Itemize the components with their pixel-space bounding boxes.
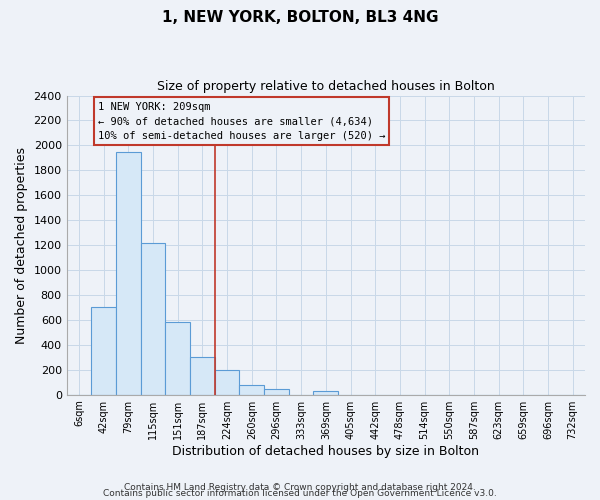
Bar [215, 370, 239, 394]
Text: Contains public sector information licensed under the Open Government Licence v3: Contains public sector information licen… [103, 490, 497, 498]
Text: 1 NEW YORK: 209sqm
← 90% of detached houses are smaller (4,634)
10% of semi-deta: 1 NEW YORK: 209sqm ← 90% of detached hou… [98, 102, 385, 141]
X-axis label: Distribution of detached houses by size in Bolton: Distribution of detached houses by size … [172, 444, 479, 458]
Text: Contains HM Land Registry data © Crown copyright and database right 2024.: Contains HM Land Registry data © Crown c… [124, 484, 476, 492]
Title: Size of property relative to detached houses in Bolton: Size of property relative to detached ho… [157, 80, 495, 93]
Text: 1, NEW YORK, BOLTON, BL3 4NG: 1, NEW YORK, BOLTON, BL3 4NG [162, 10, 438, 25]
Bar [141, 242, 166, 394]
Bar [313, 391, 338, 394]
Bar [190, 358, 215, 395]
Y-axis label: Number of detached properties: Number of detached properties [15, 146, 28, 344]
Bar [116, 152, 141, 394]
Bar [264, 389, 289, 394]
Bar [91, 308, 116, 394]
Bar [166, 322, 190, 394]
Bar [239, 384, 264, 394]
